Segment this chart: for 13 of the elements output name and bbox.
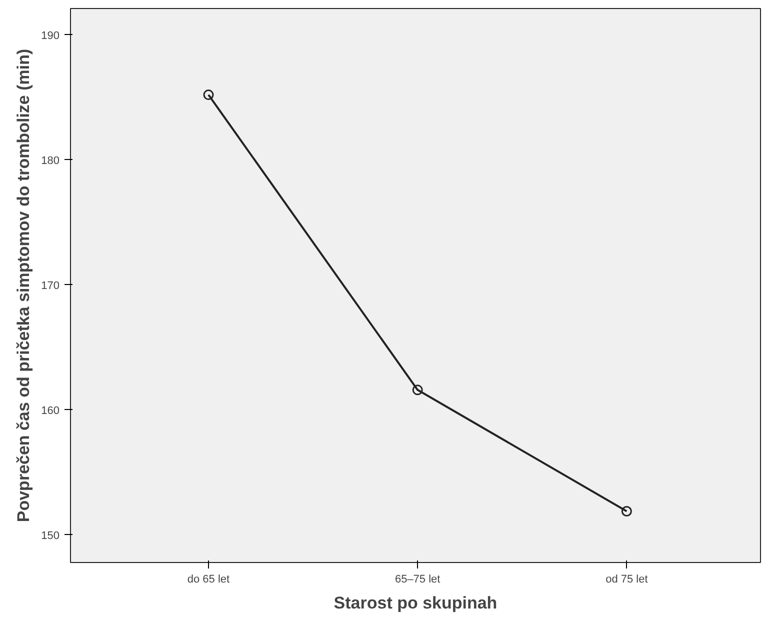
y-tick-label: 150	[41, 530, 60, 542]
x-axis-title: Starost po skupinah	[334, 594, 498, 612]
x-tick-label: do 65 let	[187, 574, 230, 586]
x-tick-label: od 75 let	[606, 574, 648, 586]
point	[203, 90, 214, 100]
y-tick-label: 170	[41, 280, 60, 292]
point	[412, 384, 423, 396]
y-axis-title: Povprečen čas od pričetka simptomov do trombolize (min)	[14, 48, 34, 522]
point	[621, 506, 632, 516]
y-tick-label: 160	[41, 404, 60, 417]
y-tick-label: 190	[41, 30, 60, 42]
y-tick-label: 180	[41, 154, 60, 167]
x-tick-label: 65–75 let	[394, 574, 440, 586]
